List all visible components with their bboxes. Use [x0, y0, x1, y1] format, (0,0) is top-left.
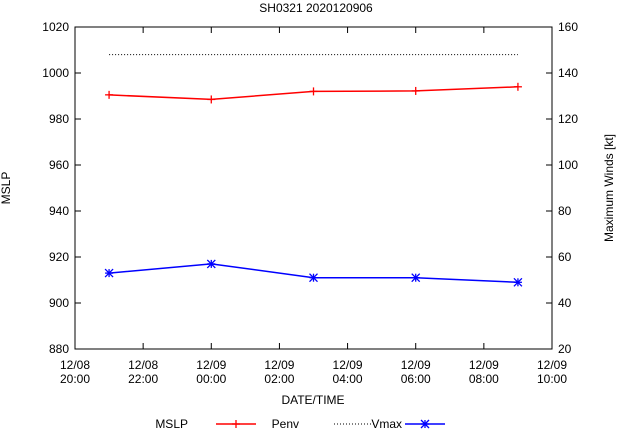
y-right-tick-label: 40	[558, 296, 572, 310]
x-tick-time: 04:00	[333, 372, 363, 386]
axes: 880 900 920 940 960 980 1000 1020 20 40 60 80 100 120…	[42, 20, 578, 386]
legend-marker-mslp	[232, 420, 240, 428]
x-tick-date: 12/08	[60, 358, 90, 372]
x-tick-date: 12/09	[469, 358, 499, 372]
data-point-mslp	[105, 90, 114, 99]
plot-frame	[74, 26, 553, 350]
legend: MSLP Penv Vmax	[155, 417, 445, 431]
x-tick-time: 22:00	[128, 372, 158, 386]
x-tick-date: 12/09	[196, 358, 226, 372]
series-group	[104, 54, 523, 287]
data-point-vmax	[411, 273, 421, 283]
x-tick-time: 08:00	[469, 372, 499, 386]
x-tick-date: 12/09	[401, 358, 431, 372]
y-right-tick-label: 120	[558, 112, 578, 126]
y-right-tick-label: 140	[558, 66, 578, 80]
y-left-tick-label: 880	[49, 342, 69, 356]
y-left-tick-label: 1000	[42, 66, 69, 80]
legend-label-penv: Penv	[272, 417, 299, 431]
y-right-tick-label: 100	[558, 158, 578, 172]
data-point-vmax	[513, 277, 523, 287]
data-point-mslp	[309, 87, 318, 96]
x-tick-date: 12/08	[128, 358, 158, 372]
y-right-tick-label: 60	[558, 250, 572, 264]
y-right-tick-label: 160	[558, 20, 578, 34]
y-left-tick-label: 960	[49, 158, 69, 172]
data-point-vmax	[206, 259, 216, 269]
x-tick-time: 02:00	[264, 372, 294, 386]
legend-marker-vmax	[420, 419, 430, 429]
x-axis-label: DATE/TIME	[281, 393, 344, 407]
y-left-tick-label: 900	[49, 296, 69, 310]
y-axis-left-label: MSLP	[0, 172, 13, 205]
y-left-tick-label: 920	[49, 250, 69, 264]
x-tick-time: 10:00	[537, 372, 567, 386]
data-point-mslp	[207, 95, 216, 104]
x-tick-date: 12/09	[264, 358, 294, 372]
legend-label-vmax: Vmax	[371, 417, 402, 431]
legend-label-mslp: MSLP	[155, 417, 188, 431]
y-right-tick-label: 20	[558, 342, 572, 356]
y-left-tick-label: 940	[49, 204, 69, 218]
data-point-mslp	[411, 86, 420, 95]
x-tick-date: 12/09	[537, 358, 567, 372]
x-tick-time: 00:00	[196, 372, 226, 386]
x-tick-date: 12/09	[333, 358, 363, 372]
data-point-vmax	[309, 273, 318, 283]
data-point-mslp	[513, 82, 522, 91]
y-left-tick-label: 1020	[42, 20, 69, 34]
y-left-tick-label: 980	[49, 112, 69, 126]
y-axis-right-label: Maximum Winds [kt]	[602, 134, 616, 242]
x-tick-time: 20:00	[60, 372, 90, 386]
chart-title: SH0321 2020120906	[259, 1, 373, 15]
data-point-vmax	[104, 268, 114, 278]
y-right-tick-label: 80	[558, 204, 572, 218]
x-tick-time: 06:00	[401, 372, 431, 386]
